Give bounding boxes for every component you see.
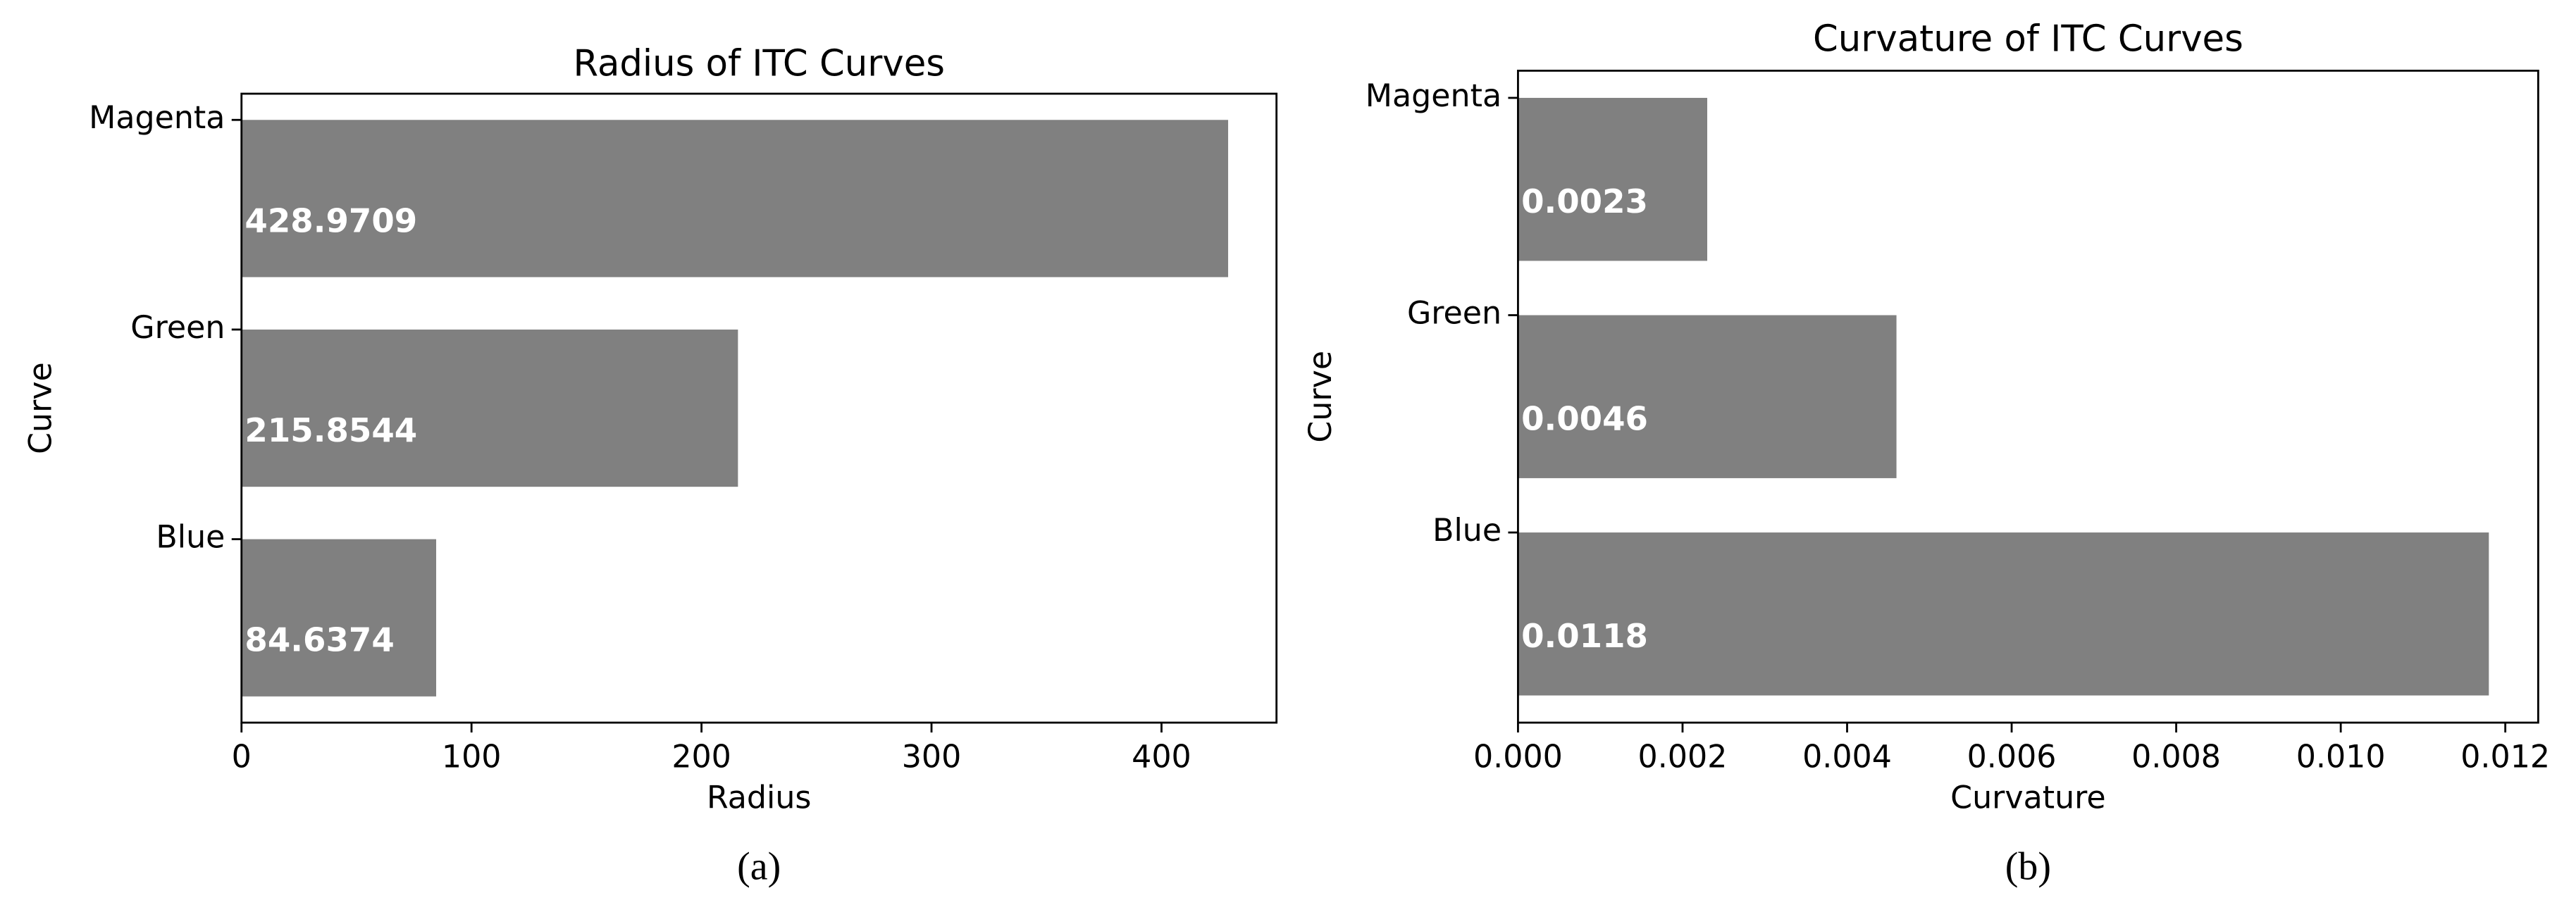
value-label: 0.0118 [1521, 617, 1648, 655]
caption: (a) [737, 845, 781, 889]
chart-title: Curvature of ITC Curves [1813, 18, 2243, 60]
y-tick-label: Blue [1432, 513, 1501, 549]
y-tick-label: Magenta [89, 100, 225, 136]
caption: (b) [2005, 845, 2051, 889]
bar [241, 539, 437, 697]
x-tick-label: 0.004 [1802, 739, 1892, 775]
x-tick-label: 200 [671, 739, 731, 775]
x-tick-label: 0 [232, 739, 252, 775]
x-axis-label: Curvature [1950, 780, 2106, 816]
chart-title: Radius of ITC Curves [573, 42, 945, 85]
value-label: 428.9709 [244, 201, 417, 239]
value-label: 84.6374 [244, 621, 394, 659]
x-tick-label: 0.000 [1473, 739, 1563, 775]
x-tick-label: 0.010 [2296, 739, 2386, 775]
bar [1518, 315, 1897, 478]
x-tick-label: 0.006 [1967, 739, 2057, 775]
value-label: 0.0046 [1521, 400, 1648, 438]
x-tick-label: 0.008 [2131, 739, 2221, 775]
y-tick-label: Green [130, 310, 225, 346]
plot-frame [1517, 69, 2539, 724]
y-axis-label: Curve [1303, 351, 1339, 443]
bar [241, 120, 1229, 277]
x-tick-label: 0.002 [1638, 739, 1728, 775]
value-label: 0.0023 [1521, 182, 1648, 220]
bar [1518, 97, 1707, 261]
bar [1518, 532, 2489, 696]
y-axis-label: Curve [23, 362, 59, 454]
plot-frame [240, 92, 1278, 724]
value-label: 215.8544 [244, 411, 417, 449]
x-tick-label: 300 [902, 739, 962, 775]
bar [241, 329, 738, 487]
y-tick-label: Blue [156, 520, 225, 556]
x-tick-label: 400 [1132, 739, 1191, 775]
x-tick-label: 100 [442, 739, 502, 775]
x-axis-label: Radius [707, 780, 812, 816]
y-tick-label: Green [1407, 296, 1501, 332]
x-tick-label: 0.012 [2460, 739, 2550, 775]
y-tick-label: Magenta [1366, 78, 1501, 114]
